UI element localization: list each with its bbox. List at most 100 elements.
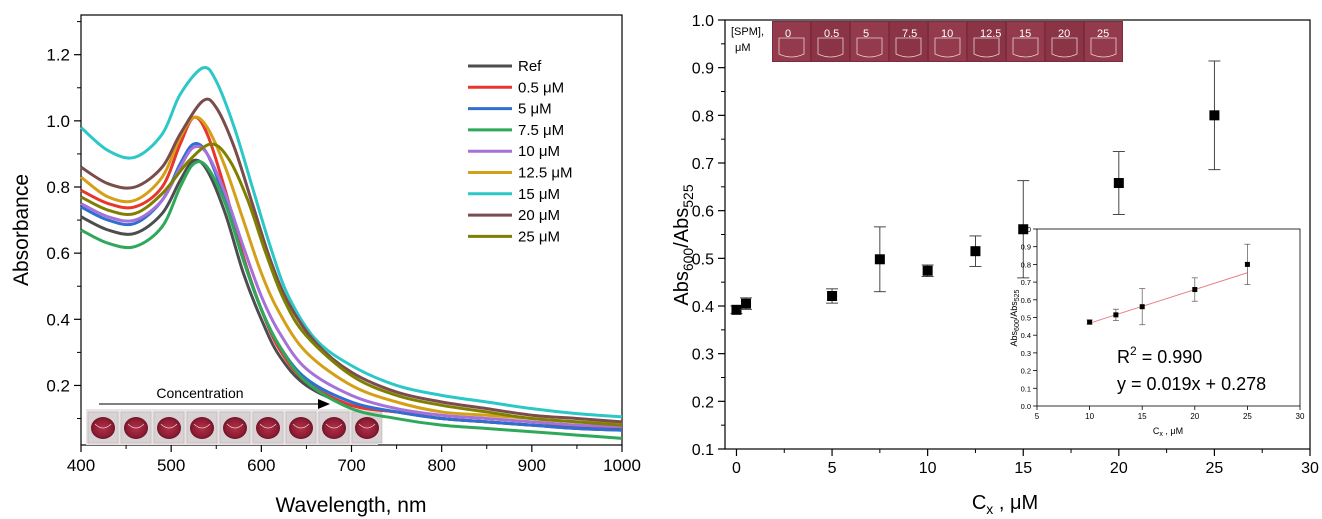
right-photo-cell-label: 0 bbox=[785, 28, 791, 40]
right-data-point-7 bbox=[1113, 178, 1124, 189]
left-x-ticks: 400 500 600 700 800 900 1000 bbox=[67, 445, 641, 475]
right-photo-cell-label: 12.5 bbox=[980, 28, 1001, 40]
right-photo-well-outline bbox=[1090, 37, 1117, 58]
right-x-tick-label: 0 bbox=[732, 460, 741, 477]
right-y-label-sub1: 600 bbox=[680, 248, 696, 272]
inset-data-point-3 bbox=[1192, 287, 1198, 293]
right-y-tick-label: 0.8 bbox=[692, 108, 714, 125]
fit-equation: y = 0.019x + 0.278 bbox=[1117, 374, 1266, 394]
inset-y-label-sub1: 600 bbox=[1014, 319, 1021, 331]
inset-x-tick-label: 10 bbox=[1085, 412, 1094, 421]
right-y-tick-label: 0.6 bbox=[692, 204, 714, 221]
right-x-label-main: C bbox=[972, 492, 986, 514]
right-x-ticks: 0 5 10 15 20 25 30 bbox=[732, 449, 1319, 477]
right-x-tick-label: 5 bbox=[828, 460, 837, 477]
right-data-point-0 bbox=[731, 304, 742, 315]
inset-x-label-main: C bbox=[1153, 426, 1160, 436]
left-plate-photo bbox=[86, 409, 383, 445]
left-legend-label-0: Ref bbox=[518, 58, 542, 75]
left-photo-well-highlight bbox=[193, 423, 211, 429]
right-x-axis-label: Cx , μM bbox=[972, 492, 1038, 517]
left-photo-well-highlight bbox=[160, 423, 178, 429]
inset-data-point-1 bbox=[1113, 312, 1119, 318]
inset-y-tick-label: 1.0 bbox=[1021, 225, 1031, 234]
left-photo-well-highlight bbox=[292, 423, 310, 429]
right-photo-cell-label: 20 bbox=[1058, 28, 1070, 40]
right-data-point-5 bbox=[970, 246, 981, 257]
r-squared-sup: 2 bbox=[1130, 344, 1137, 358]
left-y-tick-label: 0.2 bbox=[46, 376, 70, 395]
inset-x-tick-label: 15 bbox=[1138, 412, 1147, 421]
inset-x-label-sub: x bbox=[1159, 431, 1163, 438]
left-series-line-4 bbox=[80, 144, 623, 429]
inset-y-label-main: Abs bbox=[1009, 330, 1019, 346]
right-data-point-1 bbox=[741, 298, 752, 309]
right-data-point-6 bbox=[1018, 224, 1029, 235]
left-series-line-6 bbox=[80, 65, 623, 419]
left-legend-label-5: 12.5 μM bbox=[518, 165, 573, 182]
inset-y-tick-label: 0.2 bbox=[1021, 367, 1031, 376]
left-y-tick-label: 0.6 bbox=[46, 244, 70, 263]
right-y-tick-label: 1.0 bbox=[692, 13, 714, 30]
left-legend-label-4: 10 μM bbox=[518, 143, 560, 160]
right-photo-cell-label: 15 bbox=[1019, 28, 1031, 40]
inset-y-tick-label: 0.3 bbox=[1021, 349, 1031, 358]
inset-y-label-sub2: 525 bbox=[1014, 289, 1021, 301]
left-y-tick-label: 1.2 bbox=[46, 46, 70, 65]
inset-y-axis-label: Abs600/Abs525 bbox=[1009, 289, 1021, 346]
right-photo-well-outline bbox=[856, 37, 883, 58]
r-squared-value: = 0.990 bbox=[1137, 347, 1203, 367]
right-x-label-sub: x bbox=[986, 501, 993, 517]
concentration-arrow bbox=[99, 399, 330, 409]
right-x-tick-label: 15 bbox=[1014, 460, 1032, 477]
right-y-tick-label: 0.9 bbox=[692, 61, 714, 78]
left-series-line-8 bbox=[80, 142, 623, 427]
inset-x-tick-label: 25 bbox=[1243, 412, 1252, 421]
right-photo-unit: μM bbox=[735, 42, 751, 54]
right-photo-cell-label: 7.5 bbox=[902, 28, 917, 40]
right-photo-cell-label: 0.5 bbox=[824, 28, 839, 40]
right-photo-well-outline bbox=[778, 37, 805, 58]
right-x-tick-label: 10 bbox=[919, 460, 937, 477]
absorbance-ratio-chart: [SPM],μM0 0.5 5 7.5 10 12.5 15 20 25 0 5 10 15 20 25 3… bbox=[671, 13, 1319, 517]
inset-y-tick-label: 0.9 bbox=[1021, 243, 1031, 252]
left-legend: Ref 0.5 μM 5 μM 7.5 μM 10 μM 12.5 μM 15 μM 20 μ… bbox=[468, 58, 573, 245]
inset-y-label-mid: /Abs bbox=[1009, 301, 1019, 320]
right-y-tick-label: 0.5 bbox=[692, 251, 714, 268]
r-squared-label: R2 = 0.990 bbox=[1117, 344, 1202, 367]
inset-y-tick-label: 0.7 bbox=[1021, 278, 1031, 287]
inset-x-label-unit: , μM bbox=[1163, 426, 1183, 436]
right-data-point-8 bbox=[1209, 110, 1220, 121]
inset-y-tick-label: 0.8 bbox=[1021, 260, 1031, 269]
right-photo-well-outline bbox=[973, 37, 1000, 58]
left-legend-label-6: 15 μM bbox=[518, 186, 560, 203]
left-x-tick-label: 1000 bbox=[603, 456, 641, 475]
inset-x-tick-label: 20 bbox=[1190, 412, 1199, 421]
left-photo-well-highlight bbox=[358, 423, 376, 429]
right-data-point-2 bbox=[827, 290, 838, 301]
left-photo-well-highlight bbox=[259, 423, 277, 429]
right-y-ticks: 0.1 0.2 0.3 0.4 0.5 0.6 0.7 0.8 0.9 1.0 bbox=[692, 13, 725, 459]
inset-data-point-2 bbox=[1139, 304, 1145, 310]
right-photo-cell-label: 5 bbox=[863, 28, 869, 40]
right-data-points bbox=[730, 60, 1221, 315]
right-y-tick-label: 0.2 bbox=[692, 394, 714, 411]
left-photo-well-highlight bbox=[94, 423, 112, 429]
left-series-line-5 bbox=[80, 115, 623, 425]
right-photo-cell bbox=[773, 22, 810, 61]
inset-data-point-4 bbox=[1244, 261, 1250, 267]
right-y-tick-label: 0.4 bbox=[692, 299, 714, 316]
left-series-line-7 bbox=[80, 97, 623, 424]
right-y-axis-label: Abs600/Abs525 bbox=[671, 184, 696, 305]
left-y-ticks: 0.2 0.4 0.6 0.8 1.0 1.2 bbox=[46, 21, 81, 420]
inset-y-tick-label: 0.6 bbox=[1021, 296, 1031, 305]
right-y-tick-label: 0.7 bbox=[692, 156, 714, 173]
inset-chart: 5 10 15 20 25 30 0.0 0.1 0.2 0.3 0.4 0.5 0.6 0.7 0.8 0.… bbox=[1009, 225, 1305, 438]
left-y-tick-label: 1.0 bbox=[46, 112, 70, 131]
concentration-annotation: Concentration bbox=[156, 385, 243, 401]
inset-background bbox=[1036, 228, 1301, 407]
right-photo-well-outline bbox=[934, 37, 961, 58]
left-x-tick-label: 400 bbox=[67, 456, 95, 475]
left-photo-well-highlight bbox=[325, 423, 343, 429]
